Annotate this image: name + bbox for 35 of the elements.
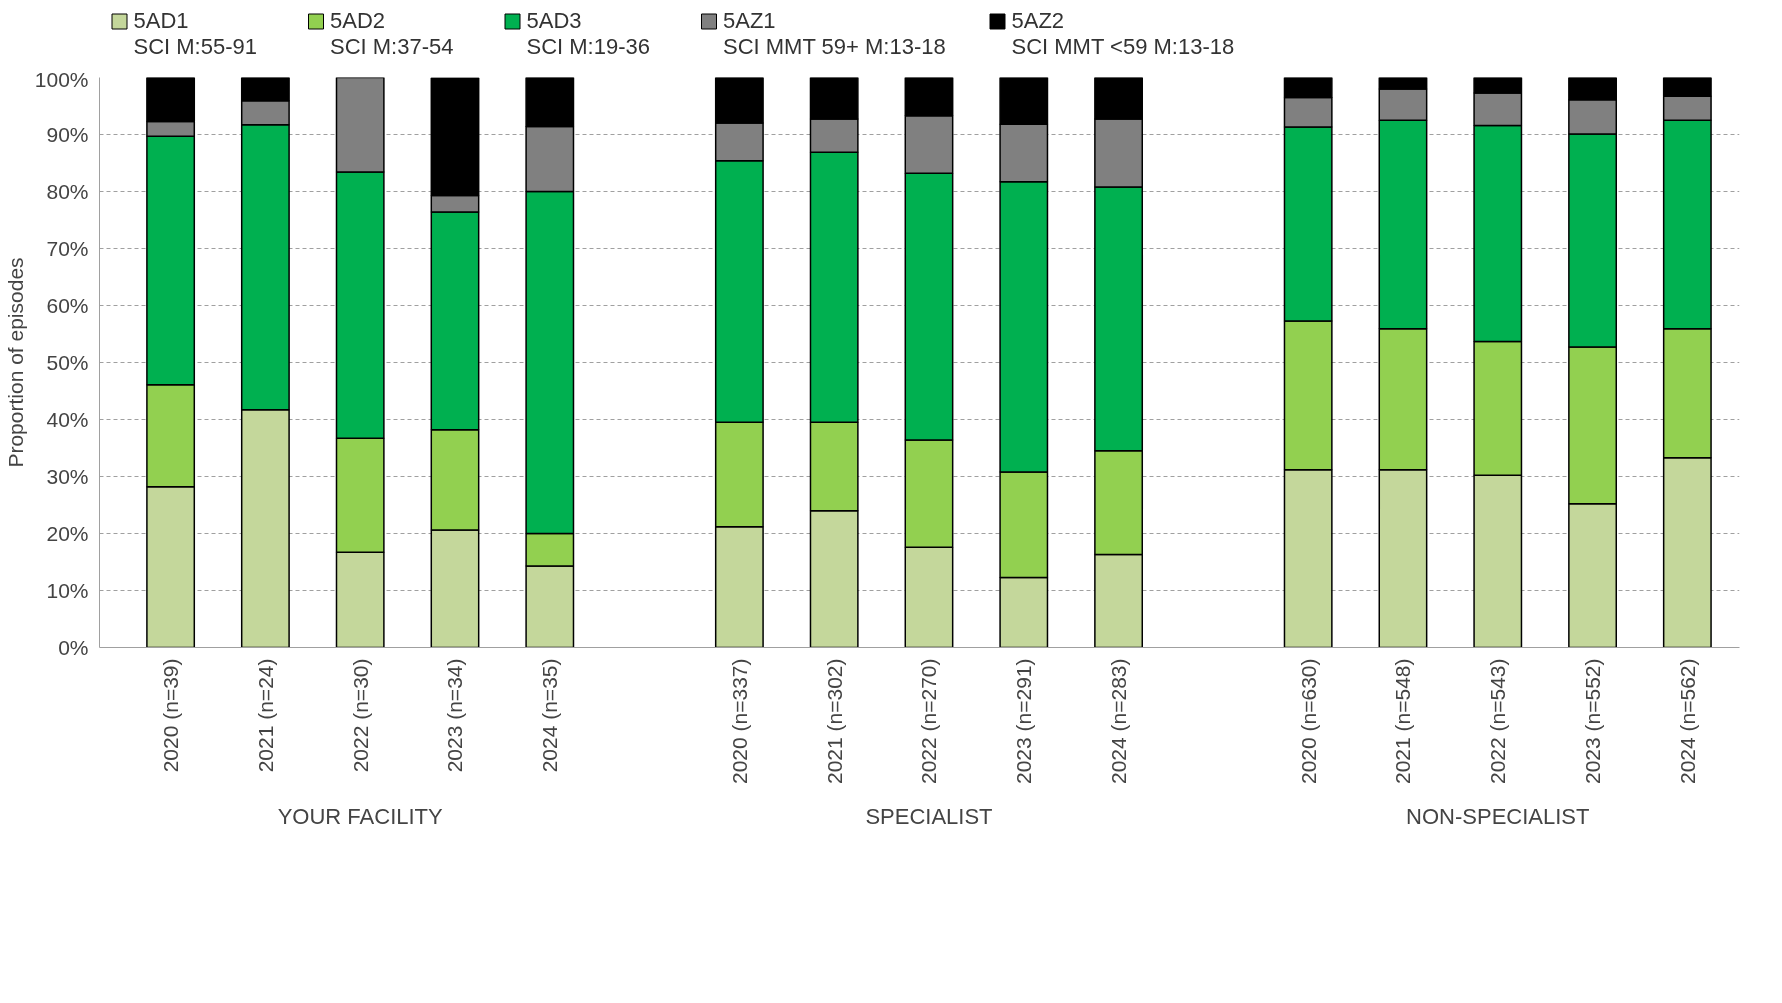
- y-tick-label: 100%: [34, 67, 89, 91]
- text: NON-SPECIALIST: [1406, 803, 1590, 829]
- x-tick-label: 2023 (n=552): [1581, 658, 1605, 785]
- x-tick-label: 2021 (n=24): [253, 658, 277, 773]
- y-tick-label: 10%: [46, 579, 89, 602]
- text: YOUR FACILITY: [277, 803, 444, 829]
- y-tick-label: 0%: [58, 636, 89, 659]
- x-tick-label: 2020 (n=337): [727, 658, 751, 785]
- x-tick-label: 2021 (n=302): [822, 658, 846, 785]
- x-tick-label: 2021 (n=548): [1391, 658, 1415, 785]
- text: SPECIALIST: [865, 803, 993, 829]
- x-tick-label: 2023 (n=291): [1012, 658, 1036, 785]
- y-tick-label: 90%: [46, 123, 89, 146]
- x-tick-label: 2022 (n=543): [1486, 658, 1510, 785]
- y-tick-label: 50%: [46, 351, 89, 374]
- x-tick-label: 2024 (n=35): [538, 658, 562, 773]
- x-tick-label: 2024 (n=562): [1675, 658, 1699, 785]
- y-tick-label: 40%: [46, 408, 89, 431]
- y-tick-label: 60%: [46, 294, 89, 317]
- legend-label: 5AZ2 SCI MMT <59 M:13-18: [1011, 7, 1235, 59]
- x-tick-label: 2020 (n=39): [159, 658, 183, 773]
- x-tick-label: 2022 (n=270): [917, 658, 941, 785]
- legend-label: 5AZ1 SCI MMT 59+ M:13-18: [723, 7, 946, 59]
- legend-label: 5AD1 SCI M:55-91: [133, 7, 257, 59]
- x-tick-label: 2024 (n=283): [1107, 658, 1131, 785]
- y-tick-label: 20%: [46, 522, 89, 545]
- y-tick-label: 30%: [46, 465, 89, 488]
- y-tick-label: 70%: [46, 237, 89, 260]
- x-tick-label: 2022 (n=30): [348, 658, 372, 773]
- legend-label: 5AD3 SCI M:19-36: [526, 7, 650, 59]
- x-tick-label: 2023 (n=34): [443, 658, 467, 773]
- legend-label: 5AD2 SCI M:37-54: [330, 7, 454, 59]
- y-axis-title: Proportion of episodes: [3, 257, 27, 468]
- y-tick-label: 80%: [46, 180, 89, 203]
- x-tick-label: 2020 (n=630): [1296, 658, 1320, 785]
